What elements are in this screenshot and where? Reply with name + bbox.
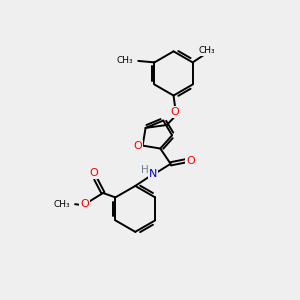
Text: O: O: [80, 199, 89, 208]
Text: O: O: [133, 141, 142, 151]
Text: O: O: [186, 156, 195, 166]
Text: CH₃: CH₃: [53, 200, 70, 209]
Text: O: O: [90, 168, 99, 178]
Text: H: H: [141, 165, 149, 175]
Text: O: O: [171, 107, 179, 117]
Text: CH₃: CH₃: [198, 46, 215, 55]
Text: CH₃: CH₃: [116, 56, 133, 65]
Text: N: N: [148, 169, 157, 179]
